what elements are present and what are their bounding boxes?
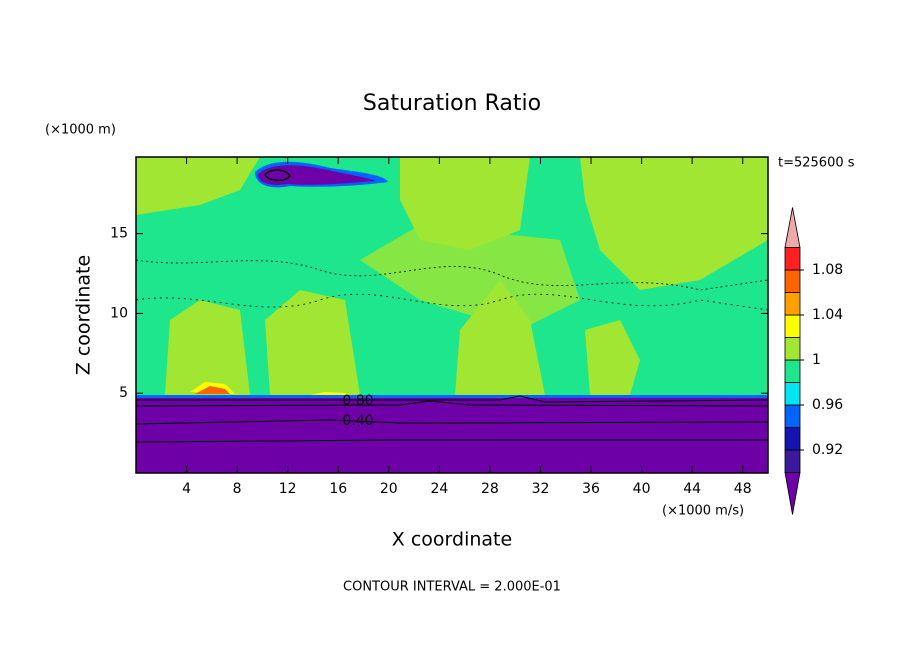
x-tick-label: 40 — [633, 481, 651, 497]
colorbar-under — [784, 472, 801, 515]
y-tick-label: 5 — [119, 385, 128, 401]
contour-line — [135, 439, 768, 443]
x-tick-label: 4 — [182, 481, 191, 497]
colorbar-label: 1.04 — [812, 307, 843, 323]
field-region — [165, 300, 250, 395]
colorbar-box — [784, 292, 801, 316]
field-region — [258, 165, 375, 185]
contour-line — [135, 293, 769, 311]
colorbar-box — [784, 247, 801, 271]
chart-title: Saturation Ratio — [363, 91, 541, 116]
colorbar-over — [784, 207, 801, 248]
field-region — [310, 392, 350, 395]
y-tick-label: 10 — [110, 305, 128, 321]
colorbar-box — [784, 404, 801, 428]
colorbar-box — [784, 359, 801, 383]
colorbar-box — [784, 427, 801, 451]
y-unit: (×1000 m) — [45, 123, 116, 138]
y-axis-title: Z coordinate — [73, 255, 95, 375]
contour-label: 0.40 — [342, 413, 373, 429]
contour-line — [135, 419, 769, 425]
colorbar-label: 1.08 — [812, 262, 843, 278]
field-region — [360, 225, 580, 330]
x-tick-label: 44 — [683, 481, 701, 497]
contour-label: 0.80 — [342, 393, 373, 409]
x-axis-title: X coordinate — [392, 529, 512, 551]
colorbar-label: 1 — [812, 352, 821, 368]
x-tick-label: 8 — [233, 481, 242, 497]
x-tick-label: 16 — [329, 481, 347, 497]
colorbar-box — [784, 382, 801, 406]
colorbar-box — [784, 269, 801, 293]
colorbar-label: 0.96 — [812, 397, 843, 413]
x-tick-label: 32 — [532, 481, 550, 497]
contour-field — [135, 157, 769, 473]
contour-line — [135, 259, 769, 291]
contour-line — [136, 395, 769, 403]
y-tick-label: 15 — [110, 226, 128, 242]
field-region — [585, 320, 640, 395]
field-region — [265, 290, 360, 395]
field-region — [195, 386, 230, 394]
field-region — [136, 395, 768, 400]
field-region — [580, 157, 768, 290]
time-label: t=525600 s — [778, 156, 855, 171]
field-region — [136, 157, 260, 215]
contour-line — [135, 400, 769, 407]
x-tick-label: 20 — [380, 481, 398, 497]
colorbar-label: 0.92 — [812, 442, 843, 458]
colorbar-box — [784, 337, 801, 361]
x-tick-label: 12 — [279, 481, 297, 497]
x-tick-label: 36 — [582, 481, 600, 497]
colorbar-box — [784, 314, 801, 338]
x-tick-label: 28 — [481, 481, 499, 497]
colorbar-box — [784, 449, 801, 473]
contour-line — [264, 169, 291, 182]
x-tick-label: 48 — [734, 481, 752, 497]
axes: 4 8 12 16 20 24 28 32 36 40 44 48510150.800.400.920… — [110, 157, 843, 515]
field-region — [136, 398, 768, 473]
plot-frame — [135, 156, 769, 474]
footer: CONTOUR INTERVAL = 2.000E-01 — [343, 580, 561, 595]
x-unit: (×1000 m/s) — [662, 504, 744, 519]
x-tick-label: 24 — [430, 481, 448, 497]
